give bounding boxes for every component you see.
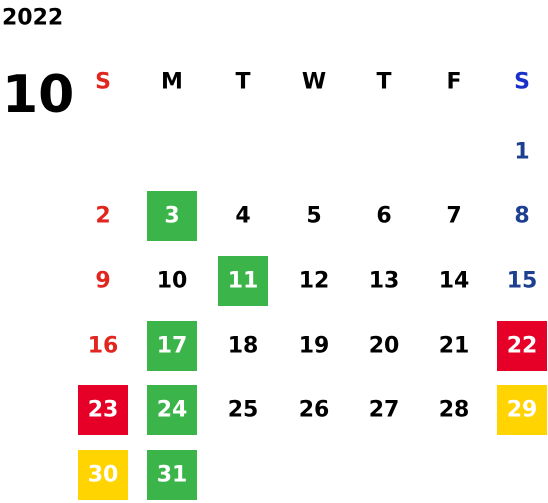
- year: 2022: [2, 6, 63, 31]
- day-highlight: [497, 321, 547, 371]
- day: 4: [235, 204, 250, 229]
- day: 8: [514, 204, 529, 229]
- day: 6: [376, 204, 391, 229]
- day: 7: [446, 204, 461, 229]
- day-highlight: [147, 191, 197, 241]
- day: 17: [157, 334, 188, 359]
- day-highlight: [497, 385, 547, 435]
- day: 27: [369, 398, 400, 423]
- day: 24: [157, 398, 188, 423]
- day: 10: [157, 269, 188, 294]
- day: 11: [228, 269, 259, 294]
- day-highlight: [147, 321, 197, 371]
- day: 12: [299, 269, 330, 294]
- weekday: T: [235, 70, 250, 95]
- day: 26: [299, 398, 330, 423]
- day: 15: [507, 269, 538, 294]
- day: 31: [157, 463, 188, 488]
- day: 18: [228, 334, 259, 359]
- weekday: T: [376, 70, 391, 95]
- day: 29: [507, 398, 538, 423]
- day: 1: [514, 140, 529, 165]
- day: 9: [95, 269, 110, 294]
- weekday: W: [302, 70, 326, 95]
- day: 30: [88, 463, 119, 488]
- weekday: F: [446, 70, 461, 95]
- day-highlight: [218, 256, 268, 306]
- day: 22: [507, 334, 538, 359]
- day: 3: [164, 204, 179, 229]
- weekday: S: [514, 70, 530, 95]
- day: 28: [439, 398, 470, 423]
- day: 13: [369, 269, 400, 294]
- day: 14: [439, 269, 470, 294]
- day: 19: [299, 334, 330, 359]
- day-highlight: [147, 450, 197, 500]
- weekday: M: [161, 70, 183, 95]
- day: 20: [369, 334, 400, 359]
- day: 16: [88, 334, 119, 359]
- day-highlight: [147, 385, 197, 435]
- day: 25: [228, 398, 259, 423]
- day-highlight: [78, 450, 128, 500]
- month: 10: [2, 65, 74, 125]
- day: 23: [88, 398, 119, 423]
- weekday: S: [95, 70, 111, 95]
- day: 2: [95, 204, 110, 229]
- day: 5: [306, 204, 321, 229]
- day: 21: [439, 334, 470, 359]
- day-highlight: [78, 385, 128, 435]
